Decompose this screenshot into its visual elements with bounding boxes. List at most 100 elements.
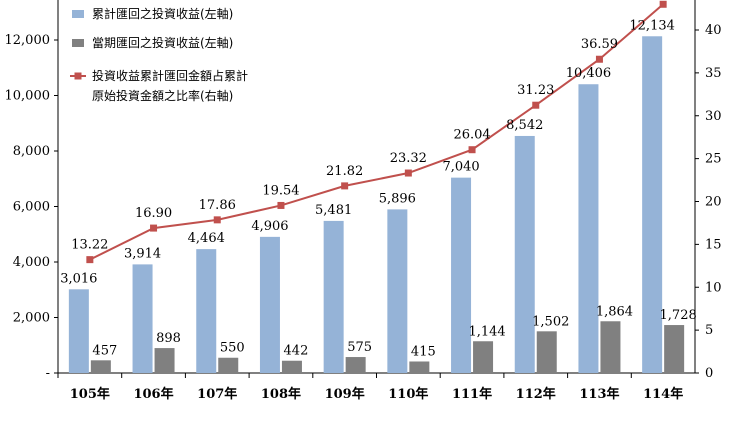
bar-current xyxy=(536,331,557,373)
left-axis-tick-label: 10,000 xyxy=(5,89,51,104)
legend-label-ratio-line1: 投資收益累計匯回金額占累計 xyxy=(92,68,248,83)
right-axis-tick-label: 25 xyxy=(705,152,722,167)
right-axis-tick-label: 0 xyxy=(705,366,713,381)
bar-cumulative xyxy=(578,84,599,374)
bar-cumulative xyxy=(68,289,89,373)
bar-current xyxy=(218,357,239,373)
category-label: 105年 xyxy=(70,386,110,402)
ratio-marker xyxy=(659,0,667,8)
bar-cumulative xyxy=(387,209,408,373)
axes-layer: - 2,000 4,000 6,000 8,000 10,000 12,000 0 5 10 15 2… xyxy=(5,0,722,402)
data-label-ratio: 21.82 xyxy=(326,164,363,179)
data-label-cumulative: 4,906 xyxy=(251,219,288,234)
data-label-cumulative: 7,040 xyxy=(442,160,479,175)
bars-layer xyxy=(68,36,685,374)
bar-current xyxy=(345,357,366,373)
left-axis-tick-label: 12,000 xyxy=(5,33,51,48)
data-label-current: 575 xyxy=(347,340,372,355)
ratio-marker xyxy=(404,169,412,177)
bar-current xyxy=(90,360,111,373)
bar-current xyxy=(154,348,175,373)
ratio-marker xyxy=(532,101,540,109)
ratio-marker xyxy=(468,146,476,154)
data-label-cumulative: 3,016 xyxy=(60,271,97,286)
right-axis-tick-label: 5 xyxy=(705,323,713,338)
data-label-current: 1,728 xyxy=(660,308,697,323)
legend-label-current: 當期匯回之投資收益(左軸) xyxy=(92,35,233,50)
bar-cumulative xyxy=(132,264,153,373)
data-labels-layer: 3,016 457 3,914 898 4,464 550 4,906 442 5,481 575… xyxy=(60,18,697,359)
left-axis-tick-label: 2,000 xyxy=(13,311,50,326)
category-label: 112年 xyxy=(516,386,556,402)
legend: 累計匯回之投資收益(左軸) 當期匯回之投資收益(左軸) 投資收益累計匯回金額占累計原… xyxy=(70,6,248,103)
category-label: 108年 xyxy=(261,386,301,402)
bar-cumulative xyxy=(196,249,217,373)
left-axis-tick-label: 4,000 xyxy=(13,255,50,270)
data-label-ratio: 31.23 xyxy=(517,83,554,98)
ratio-marker xyxy=(150,224,158,232)
data-label-cumulative: 10,406 xyxy=(566,66,612,81)
legend-swatch-cumulative xyxy=(72,10,84,18)
right-axis-tick-label: 40 xyxy=(705,23,722,38)
data-label-ratio: 19.54 xyxy=(262,183,299,198)
category-label: 113年 xyxy=(579,386,619,402)
left-axis-tick-label: - xyxy=(46,366,50,381)
legend-label-ratio-line2: 原始投資金額之比率(右軸) xyxy=(92,88,233,103)
data-label-current: 1,502 xyxy=(532,314,569,329)
bar-current xyxy=(281,360,302,373)
legend-label-cumulative: 累計匯回之投資收益(左軸) xyxy=(92,6,233,21)
legend-swatch-current xyxy=(72,39,84,47)
data-label-current: 415 xyxy=(411,344,436,359)
data-label-cumulative: 12,134 xyxy=(629,18,675,33)
ratio-marker xyxy=(213,216,221,224)
category-label: 110年 xyxy=(388,386,428,402)
ratio-marker xyxy=(86,256,94,264)
left-axis-tick-label: 6,000 xyxy=(13,200,50,215)
bar-current xyxy=(409,361,430,373)
data-label-cumulative: 5,481 xyxy=(315,203,352,218)
category-label: 114年 xyxy=(643,386,683,402)
category-label: 111年 xyxy=(452,386,492,402)
bar-cumulative xyxy=(514,135,535,373)
data-label-ratio: 13.22 xyxy=(71,238,108,253)
data-label-current: 457 xyxy=(92,343,117,358)
left-axis-tick-label: 8,000 xyxy=(13,144,50,159)
data-label-ratio: 23.32 xyxy=(390,151,427,166)
data-label-current: 442 xyxy=(284,344,309,359)
bar-cumulative xyxy=(451,177,472,373)
bar-current xyxy=(664,325,685,373)
data-label-current: 898 xyxy=(156,331,181,346)
right-axis-tick-label: 15 xyxy=(705,237,722,252)
category-label: 106年 xyxy=(133,386,173,402)
ratio-marker xyxy=(595,55,603,63)
data-label-ratio: 26.04 xyxy=(453,128,490,143)
data-label-current: 1,144 xyxy=(468,324,505,339)
data-label-ratio: 17.86 xyxy=(199,198,236,213)
bar-cumulative xyxy=(259,236,280,373)
data-label-cumulative: 8,542 xyxy=(506,118,543,133)
right-axis-tick-label: 20 xyxy=(705,195,722,210)
data-label-cumulative: 4,464 xyxy=(188,231,225,246)
ratio-marker xyxy=(341,182,349,190)
data-label-ratio: 36.59 xyxy=(581,37,618,52)
right-axis-tick-label: 35 xyxy=(705,66,722,81)
data-label-cumulative: 5,896 xyxy=(379,191,416,206)
data-label-current: 1,864 xyxy=(596,304,633,319)
bar-current xyxy=(600,321,621,373)
ratio-marker xyxy=(277,201,285,209)
bar-cumulative xyxy=(323,220,344,373)
bar-cumulative xyxy=(642,36,663,374)
line-layer xyxy=(86,0,667,264)
bar-current xyxy=(473,341,494,373)
right-axis-tick-label: 30 xyxy=(705,109,722,124)
data-label-cumulative: 3,914 xyxy=(124,246,161,261)
legend-marker-ratio xyxy=(74,72,82,80)
right-axis-tick-label: 10 xyxy=(705,280,722,295)
category-label: 109年 xyxy=(325,386,365,402)
data-label-current: 550 xyxy=(220,341,245,356)
category-label: 107年 xyxy=(197,386,237,402)
ratio-line xyxy=(89,3,664,261)
data-label-ratio: 16.90 xyxy=(135,206,172,221)
